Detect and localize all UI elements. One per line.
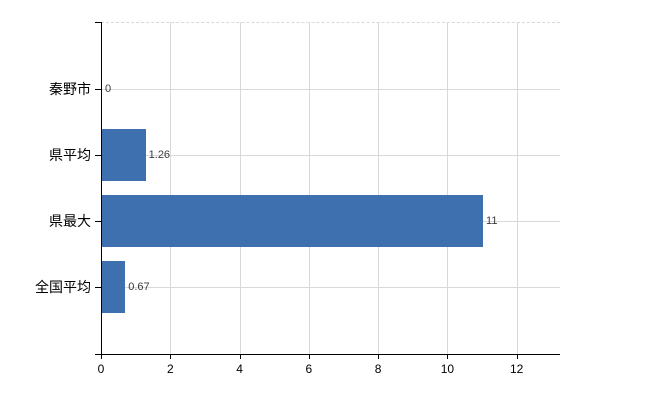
y-tick bbox=[95, 89, 101, 90]
category-label: 秦野市 bbox=[49, 81, 91, 97]
y-tick bbox=[95, 155, 101, 156]
x-tick-label: 12 bbox=[510, 362, 524, 376]
x-gridline bbox=[239, 22, 241, 354]
y-tick bbox=[95, 287, 101, 288]
x-tick bbox=[378, 354, 380, 359]
bar-value-label: 0 bbox=[105, 83, 112, 95]
x-tick-label: 6 bbox=[305, 362, 313, 376]
x-tick bbox=[308, 354, 310, 359]
bar bbox=[102, 261, 125, 313]
y-gridline bbox=[101, 89, 560, 90]
x-tick bbox=[239, 354, 241, 359]
x-tick bbox=[170, 354, 172, 359]
category-label: 県平均 bbox=[49, 147, 91, 163]
y-gridline bbox=[101, 155, 560, 156]
category-label: 県最大 bbox=[49, 213, 91, 229]
bar-value-label: 11 bbox=[486, 215, 498, 227]
x-tick-label: 0 bbox=[97, 362, 105, 376]
x-gridline bbox=[447, 22, 449, 354]
category-label: 全国平均 bbox=[35, 279, 91, 295]
bar bbox=[102, 195, 483, 247]
x-gridline bbox=[170, 22, 172, 354]
x-tick-label: 10 bbox=[440, 362, 455, 376]
x-gridline bbox=[516, 22, 518, 354]
x-tick-label: 8 bbox=[374, 362, 382, 376]
y-axis-end-tick bbox=[95, 22, 101, 23]
plot-top-border bbox=[101, 22, 560, 23]
y-gridline bbox=[101, 287, 560, 288]
x-axis-line bbox=[95, 354, 560, 355]
x-tick-label: 4 bbox=[236, 362, 243, 376]
x-gridline bbox=[378, 22, 380, 354]
bar-value-label: 1.26 bbox=[148, 149, 171, 161]
bar bbox=[102, 129, 146, 181]
y-tick bbox=[95, 221, 101, 222]
x-gridline bbox=[308, 22, 310, 354]
x-tick-label: 2 bbox=[166, 362, 174, 376]
x-tick bbox=[516, 354, 518, 359]
x-tick bbox=[447, 354, 449, 359]
bar-value-label: 0.67 bbox=[128, 281, 150, 293]
y-axis-line bbox=[101, 22, 102, 359]
